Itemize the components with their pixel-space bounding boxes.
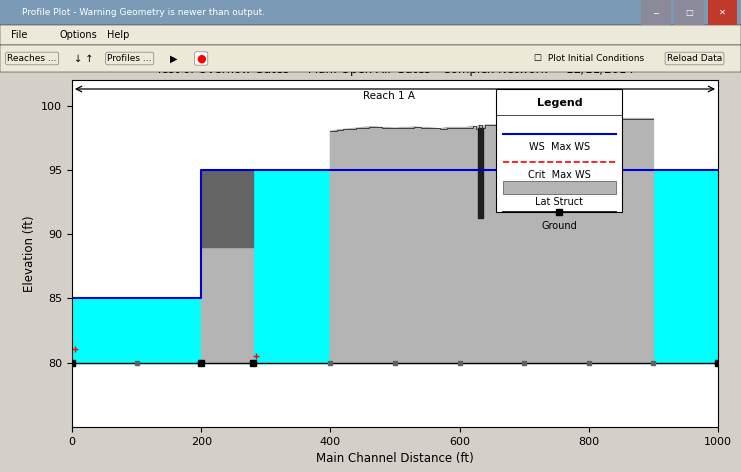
Text: □: □ <box>685 8 693 17</box>
Title: Test of Overflow Gates     Plan: Open Air Gates - Complex Network     12/11/2014: Test of Overflow Gates Plan: Open Air Ga… <box>156 63 634 76</box>
Text: Options: Options <box>59 30 97 40</box>
Text: Lat Struct: Lat Struct <box>536 197 583 207</box>
X-axis label: Main Channel Distance (ft): Main Channel Distance (ft) <box>316 452 474 465</box>
Polygon shape <box>72 298 202 363</box>
Text: ●: ● <box>196 53 206 64</box>
Text: Reaches ...: Reaches ... <box>7 54 57 63</box>
Polygon shape <box>202 170 253 247</box>
Text: Legend: Legend <box>536 98 582 108</box>
FancyBboxPatch shape <box>503 181 616 194</box>
Text: ☐  Plot Initial Conditions: ☐ Plot Initial Conditions <box>534 54 644 63</box>
Y-axis label: Elevation (ft): Elevation (ft) <box>23 215 36 292</box>
Text: Profiles ...: Profiles ... <box>107 54 152 63</box>
Text: File: File <box>11 30 27 40</box>
Text: ─: ─ <box>654 8 658 17</box>
Polygon shape <box>330 118 654 363</box>
Text: Help: Help <box>107 30 130 40</box>
Text: Crit  Max WS: Crit Max WS <box>528 170 591 180</box>
Text: Reload Data: Reload Data <box>667 54 722 63</box>
Text: Ground: Ground <box>542 220 577 230</box>
FancyBboxPatch shape <box>496 89 622 212</box>
Text: ✕: ✕ <box>719 8 726 17</box>
Polygon shape <box>202 247 253 363</box>
Text: Profile Plot - Warning Geometry is newer than output.: Profile Plot - Warning Geometry is newer… <box>22 8 265 17</box>
Text: ↓ ↑: ↓ ↑ <box>74 53 93 64</box>
Polygon shape <box>478 127 483 218</box>
Text: WS  Max WS: WS Max WS <box>529 143 590 152</box>
Text: Reach 1 A: Reach 1 A <box>362 91 414 101</box>
Text: ▶: ▶ <box>170 53 178 64</box>
Polygon shape <box>253 170 330 363</box>
Polygon shape <box>330 170 654 363</box>
Polygon shape <box>654 170 718 363</box>
